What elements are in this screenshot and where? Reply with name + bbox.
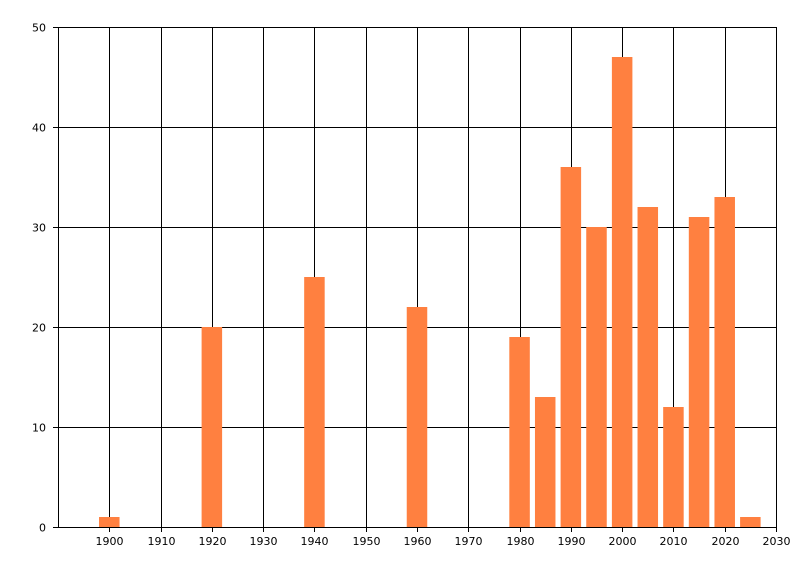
x-tick-label-1950: 1950	[353, 535, 381, 548]
x-tick-label-1980: 1980	[507, 535, 535, 548]
x-tick-label-1940: 1940	[301, 535, 329, 548]
x-tick-label-2010: 2010	[660, 535, 688, 548]
x-tick-label-1910: 1910	[148, 535, 176, 548]
x-tick-label-2000: 2000	[609, 535, 637, 548]
bar-1985-5	[534, 397, 556, 527]
axes	[53, 27, 777, 532]
x-tick-label-1960: 1960	[404, 535, 432, 548]
x-tick-label-1900: 1900	[96, 535, 124, 548]
bars	[99, 57, 761, 527]
bar-2020-12	[714, 197, 735, 527]
x-tick-label-2020: 2020	[712, 535, 740, 548]
x-tick-label-1930: 1930	[250, 535, 278, 548]
y-tick-label-20: 20	[32, 322, 46, 335]
y-tick-label-40: 40	[32, 122, 46, 135]
x-tick-label-1970: 1970	[455, 535, 483, 548]
y-tick-labels: 0 10 20 30 40 50	[32, 22, 46, 535]
bar-2000-8	[611, 57, 633, 527]
y-tick-label-30: 30	[32, 222, 46, 235]
x-tick-label-2030: 2030	[763, 535, 791, 548]
bar-2025-13	[740, 517, 761, 527]
x-tick-labels: 1900 1910 1920 1930 1940 1950 1960 1970 1980 1990…	[96, 535, 791, 548]
bar-2005-9	[637, 207, 659, 527]
bar-1990-6	[560, 167, 582, 527]
bar-1980-4	[509, 337, 530, 527]
y-tick-label-0: 0	[39, 522, 46, 535]
y-tick-label-50: 50	[32, 22, 46, 35]
x-tick-label-1920: 1920	[199, 535, 227, 548]
y-tick-label-10: 10	[32, 422, 46, 435]
x-tick-label-1990: 1990	[558, 535, 586, 548]
bar-1940-2	[304, 277, 325, 527]
bar-1995-7	[586, 227, 607, 527]
bar-1920-1	[201, 327, 223, 527]
bar-1900-0	[99, 517, 120, 527]
bar-1960-3	[406, 307, 428, 527]
bar-2015-11	[688, 217, 710, 527]
bar-2010-10	[663, 407, 684, 527]
